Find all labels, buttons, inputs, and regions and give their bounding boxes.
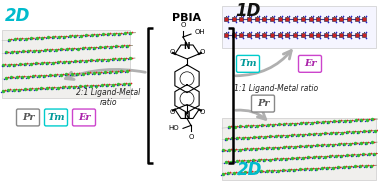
- FancyBboxPatch shape: [73, 109, 96, 126]
- Text: Tm: Tm: [239, 59, 257, 68]
- Text: 2D: 2D: [237, 161, 262, 179]
- Bar: [347, 17, 351, 21]
- Bar: [232, 17, 236, 21]
- Bar: [308, 17, 313, 21]
- Bar: [301, 33, 305, 37]
- Bar: [355, 17, 359, 21]
- Bar: [293, 17, 297, 21]
- FancyBboxPatch shape: [17, 109, 39, 126]
- Bar: [239, 17, 243, 21]
- FancyBboxPatch shape: [299, 56, 322, 72]
- Text: O: O: [169, 109, 175, 115]
- Bar: [363, 17, 366, 21]
- Bar: [285, 17, 290, 21]
- Text: PBIA: PBIA: [172, 13, 201, 23]
- Bar: [224, 17, 228, 21]
- Bar: [308, 33, 313, 37]
- Text: O: O: [169, 49, 175, 55]
- Bar: [270, 33, 274, 37]
- Bar: [324, 17, 328, 21]
- Bar: [332, 33, 336, 37]
- Bar: [363, 33, 366, 37]
- Text: Er: Er: [304, 59, 316, 68]
- Bar: [255, 33, 259, 37]
- Bar: [247, 33, 251, 37]
- Text: N: N: [184, 112, 190, 121]
- Text: 2:1 Ligand-Metal
ratio: 2:1 Ligand-Metal ratio: [76, 88, 140, 107]
- Text: OH: OH: [195, 29, 206, 35]
- Bar: [347, 33, 351, 37]
- Bar: [239, 33, 243, 37]
- Bar: [339, 17, 343, 21]
- Bar: [222, 118, 376, 180]
- Text: O: O: [188, 134, 194, 140]
- Bar: [222, 6, 376, 48]
- Bar: [255, 17, 259, 21]
- Bar: [355, 33, 359, 37]
- Bar: [339, 33, 343, 37]
- FancyBboxPatch shape: [237, 56, 260, 72]
- FancyBboxPatch shape: [45, 109, 68, 126]
- Bar: [247, 17, 251, 21]
- Text: 1D: 1D: [235, 2, 260, 20]
- Bar: [278, 33, 282, 37]
- Text: HO: HO: [168, 125, 179, 131]
- Text: O: O: [199, 109, 205, 115]
- Bar: [278, 17, 282, 21]
- Bar: [285, 33, 290, 37]
- Bar: [2, 30, 130, 98]
- Bar: [324, 33, 328, 37]
- Bar: [224, 33, 228, 37]
- Text: Pr: Pr: [22, 113, 34, 122]
- Text: 2D: 2D: [5, 7, 30, 25]
- Bar: [316, 17, 320, 21]
- FancyBboxPatch shape: [251, 95, 274, 112]
- Bar: [301, 17, 305, 21]
- Text: O: O: [199, 49, 205, 55]
- Text: O: O: [180, 22, 186, 28]
- Text: N: N: [184, 43, 190, 51]
- Bar: [232, 33, 236, 37]
- Bar: [270, 17, 274, 21]
- Bar: [262, 33, 266, 37]
- Bar: [293, 33, 297, 37]
- Text: 1:1 Ligand-Metal ratio: 1:1 Ligand-Metal ratio: [234, 84, 318, 93]
- Bar: [316, 33, 320, 37]
- Bar: [332, 17, 336, 21]
- Text: Tm: Tm: [47, 113, 65, 122]
- Text: Pr: Pr: [257, 99, 269, 108]
- Text: Er: Er: [78, 113, 90, 122]
- Bar: [262, 17, 266, 21]
